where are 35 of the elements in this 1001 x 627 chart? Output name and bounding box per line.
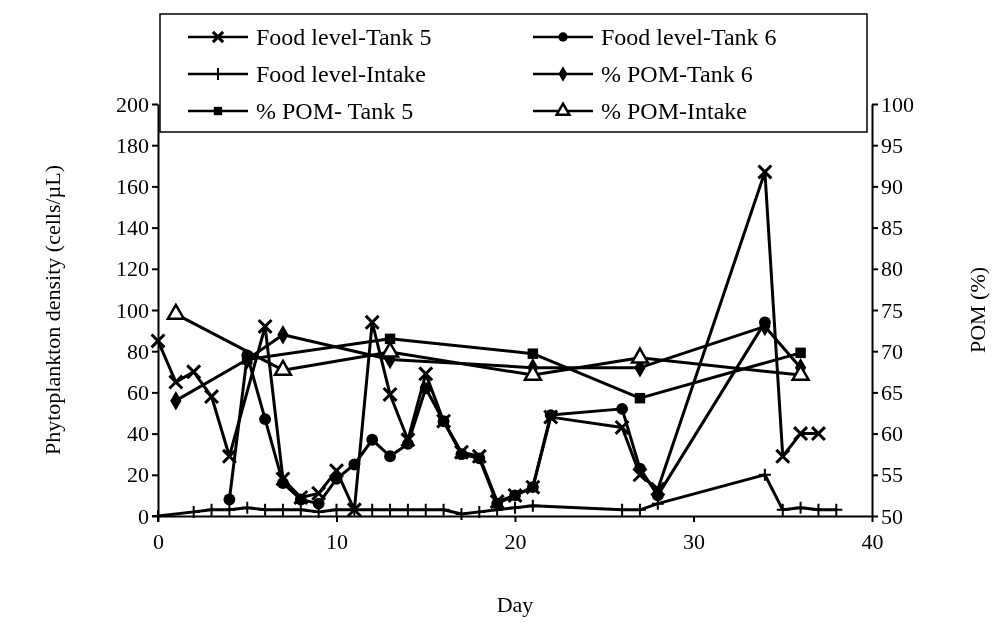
y-tick-label: 140 — [116, 215, 149, 241]
y-tick-label: 200 — [116, 91, 149, 117]
legend-label: Food level-Tank 5 — [256, 24, 432, 50]
y2-tick-label: 75 — [881, 297, 903, 323]
y2-tick-label: 70 — [881, 338, 903, 364]
y-tick-label: 20 — [127, 462, 149, 488]
y2-tick-label: 85 — [881, 215, 903, 241]
legend-label: Food level-Intake — [256, 61, 426, 87]
legend-label: % POM-Tank 6 — [601, 61, 753, 87]
y2-tick-label: 80 — [881, 256, 903, 282]
y2-tick-label: 55 — [881, 462, 903, 488]
y-axis-title: Phytoplankton density (cells/µL) — [40, 164, 65, 456]
legend-label: % POM- Tank 5 — [256, 98, 414, 124]
y2-tick-label: 60 — [881, 421, 903, 447]
x-tick-label: 10 — [326, 529, 348, 555]
y-tick-label: 80 — [127, 338, 149, 364]
y-tick-label: 180 — [116, 132, 149, 158]
legend-label: % POM-Intake — [601, 98, 747, 124]
x-tick-label: 30 — [683, 529, 705, 555]
x-tick-label: 20 — [504, 529, 527, 555]
y-tick-label: 40 — [127, 421, 149, 447]
legend-label: Food level-Tank 6 — [601, 24, 777, 50]
y-tick-label: 160 — [116, 173, 149, 199]
y2-tick-label: 95 — [881, 132, 903, 158]
y2-axis-title: POM (%) — [965, 266, 990, 354]
x-axis-title: Day — [496, 592, 534, 617]
y-tick-label: 0 — [138, 503, 149, 529]
y2-tick-label: 90 — [881, 173, 903, 199]
y2-tick-label: 100 — [881, 91, 914, 117]
y2-tick-label: 50 — [881, 503, 903, 529]
y-tick-label: 100 — [116, 297, 149, 323]
y2-tick-label: 65 — [881, 379, 903, 405]
y-tick-label: 120 — [116, 256, 149, 282]
x-tick-label: 40 — [861, 529, 884, 555]
y-tick-label: 60 — [127, 379, 149, 405]
